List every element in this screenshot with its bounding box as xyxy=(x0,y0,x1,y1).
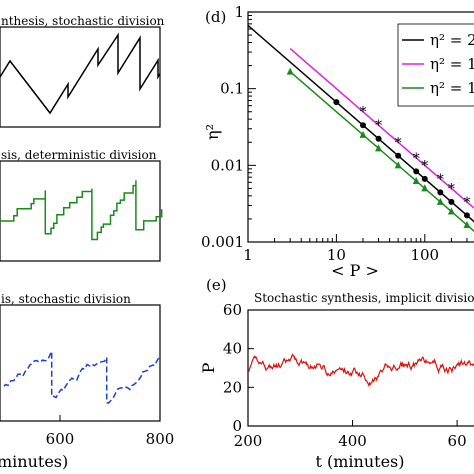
panel-d-point-2 xyxy=(286,67,294,75)
legend-box xyxy=(397,23,474,107)
panel-d-point-0 xyxy=(395,152,402,159)
panel-d-ylabel: η² xyxy=(203,124,222,140)
panel-c-xtick-label-600: 600 xyxy=(46,430,75,448)
panel-e-trace xyxy=(247,353,474,388)
panel-d-point-2 xyxy=(447,207,455,215)
panel-d-ytick-label: 1 xyxy=(234,3,244,21)
panel-d-ytick-label: 0.001 xyxy=(201,233,244,251)
panel-d-point-0 xyxy=(437,189,444,196)
panel-c: is, stochastic division 600 800 minutes) xyxy=(0,292,174,471)
panel-d-point-1: * xyxy=(395,135,402,151)
panel-d-xtick-label: 1 xyxy=(243,246,253,264)
panel-e-ytick-label: 20 xyxy=(223,378,242,396)
panel-b-title: sis, deterministic division xyxy=(1,148,157,162)
panel-e-xtick-label: 60 xyxy=(448,432,467,450)
panel-c-title: is, stochastic division xyxy=(1,292,131,306)
panel-d-point-1: * xyxy=(421,158,428,174)
panel-d-point-0 xyxy=(360,122,366,129)
panel-d-legend: η² = 2/… η² = 1/… η² = 1/… xyxy=(397,23,474,107)
panel-d-point-2 xyxy=(412,176,420,184)
panel-d-point-2 xyxy=(421,184,429,192)
panel-d-point-0 xyxy=(413,168,420,175)
panel-a: nthesis, stochastic division xyxy=(0,14,165,128)
panel-c-xtick-label-800: 800 xyxy=(146,430,175,448)
legend-label-1: η² = 1/… xyxy=(430,55,474,73)
panel-d-xlabel: < P > xyxy=(331,261,379,280)
panel-d-frame xyxy=(247,11,474,243)
panel-b-trace xyxy=(0,180,163,241)
panel-e-title: Stochastic synthesis, implicit division xyxy=(254,291,474,305)
panel-d-point-0 xyxy=(421,175,428,182)
panel-b: sis, deterministic division xyxy=(0,148,163,262)
panel-d-point-1: * xyxy=(448,181,455,197)
panel-d-point-1: * xyxy=(413,151,420,167)
panel-d-point-1: * xyxy=(360,105,367,121)
panel-e-ytick-label: 0 xyxy=(232,417,242,435)
panel-a-title: nthesis, stochastic division xyxy=(1,14,165,28)
legend-label-2: η² = 1/… xyxy=(430,79,474,97)
panel-d-point-2 xyxy=(436,197,444,205)
panel-d-xtick-label: 10 xyxy=(327,246,346,264)
panel-d-point-0 xyxy=(375,135,382,142)
panel-d-ytick-label: 0.01 xyxy=(211,156,244,174)
panel-e-ytick-label: 40 xyxy=(223,340,242,358)
panel-e-xtick-label: 400 xyxy=(338,432,367,450)
panel-b-frame xyxy=(0,160,161,262)
panel-e-ylabel: P xyxy=(199,362,218,373)
panel-a-frame xyxy=(0,26,161,128)
legend-label-0: η² = 2/… xyxy=(430,31,474,49)
panel-d-point-0 xyxy=(333,99,340,106)
panel-c-xlabel: minutes) xyxy=(0,452,68,471)
panel-d-point-2 xyxy=(359,130,367,138)
panel-e-ytick-label: 60 xyxy=(223,301,242,319)
panel-d-point-2 xyxy=(394,161,402,169)
panel-d-ytick-label: 0.1 xyxy=(220,80,244,98)
panel-c-frame xyxy=(0,304,161,422)
panel-e-frame xyxy=(247,309,474,427)
panel-d-point-0 xyxy=(463,212,470,219)
panel-a-trace xyxy=(0,32,161,115)
panel-d-point-2 xyxy=(463,220,471,228)
panel-d-xtick-label: 100 xyxy=(410,246,439,264)
panel-d-series-line-1 xyxy=(289,48,474,210)
panel-e-xtick-label: 200 xyxy=(234,432,263,450)
panel-d-point-0 xyxy=(448,198,455,205)
panel-d-point-1: * xyxy=(463,195,470,211)
panel-d-label: (d) xyxy=(205,8,226,26)
panel-c-trace xyxy=(3,351,160,404)
panel-d-series-line-2 xyxy=(289,71,474,233)
panel-d-point-1: * xyxy=(437,172,444,188)
panel-e-xlabel: t (minutes) xyxy=(315,452,404,471)
panel-e-label: (e) xyxy=(206,276,227,294)
panel-d-point-2 xyxy=(375,144,383,152)
panel-d-point-1: * xyxy=(375,118,382,134)
